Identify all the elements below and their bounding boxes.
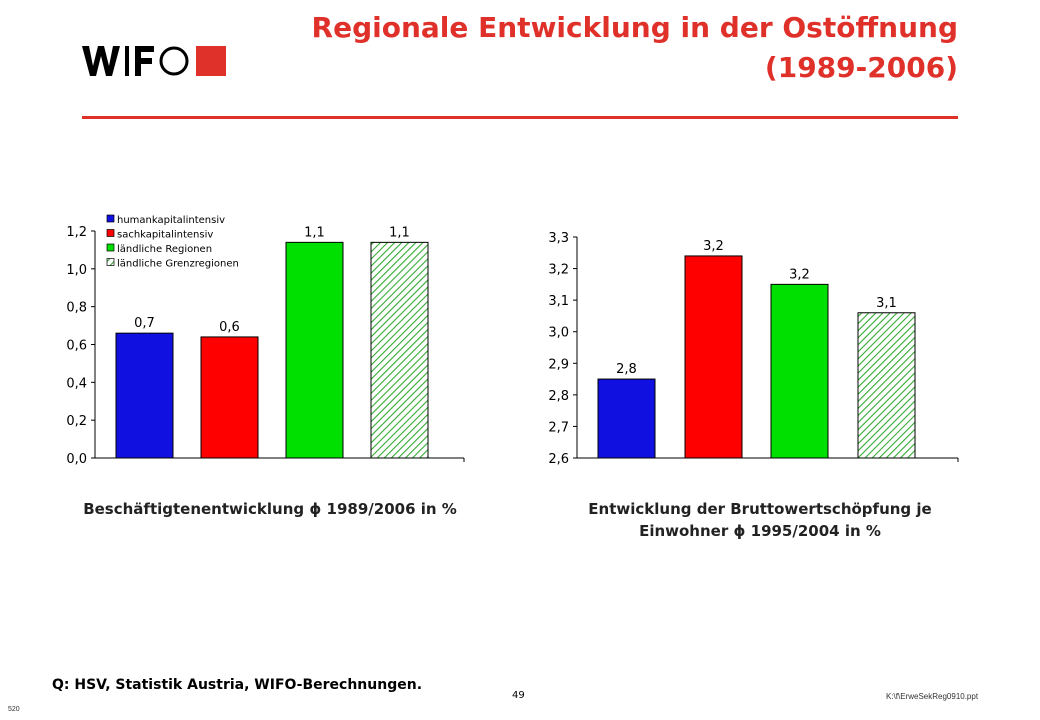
bar-1 bbox=[115, 332, 174, 459]
data-label-2: 3,2 bbox=[703, 239, 724, 254]
y-tick-label: 2,7 bbox=[548, 420, 569, 435]
title-line-1: Regionale Entwicklung in der Ostöffnung bbox=[311, 11, 958, 44]
y-tick-label: 3,0 bbox=[548, 326, 569, 341]
y-tick-label: 3,1 bbox=[548, 294, 569, 309]
y-tick-label: 2,6 bbox=[548, 452, 569, 467]
logo-red-square bbox=[196, 46, 226, 76]
chart2-caption: Entwicklung der Bruttowertschöpfung je E… bbox=[540, 498, 980, 542]
legend-swatch-2 bbox=[106, 229, 115, 237]
bar-2 bbox=[684, 255, 743, 459]
y-tick-label: 0,8 bbox=[66, 301, 87, 316]
bar-2 bbox=[200, 336, 259, 459]
chart2-caption-line-1: Entwicklung der Bruttowertschöpfung je bbox=[588, 500, 932, 518]
logo-letters bbox=[82, 46, 189, 76]
data-label-2: 0,6 bbox=[219, 320, 240, 335]
data-label-1: 0,7 bbox=[134, 316, 155, 331]
bar-4 bbox=[370, 241, 429, 459]
legend-label-2: sachkapitalintensiv bbox=[117, 230, 213, 241]
data-label-4: 3,1 bbox=[876, 296, 897, 311]
file-reference: K:\f\ErweSekReg0910.ppt bbox=[886, 692, 979, 701]
bar-3 bbox=[285, 241, 344, 459]
bar-1 bbox=[597, 378, 656, 459]
data-label-3: 3,2 bbox=[789, 267, 810, 282]
y-tick-label: 3,3 bbox=[548, 231, 569, 246]
legend-label-4: ländliche Grenzregionen bbox=[117, 259, 239, 270]
y-tick-label: 0,4 bbox=[66, 376, 87, 391]
legend-swatch-4 bbox=[106, 258, 115, 266]
legend-swatch-1 bbox=[106, 214, 115, 223]
y-tick-label: 1,2 bbox=[66, 225, 87, 240]
bar-3 bbox=[770, 283, 829, 459]
bar-4 bbox=[857, 312, 916, 459]
y-tick-label: 0,6 bbox=[66, 339, 87, 354]
title-line-2: (1989-2006) bbox=[764, 51, 958, 84]
legend-swatch-3 bbox=[106, 243, 115, 252]
y-tick-label: 0,0 bbox=[66, 452, 87, 467]
chart2-caption-line-2: Einwohner ɸ 1995/2004 in % bbox=[639, 522, 881, 540]
y-tick-label: 1,0 bbox=[66, 263, 87, 278]
y-tick-label: 2,8 bbox=[548, 389, 569, 404]
legend-label-1: humankapitalintensiv bbox=[117, 215, 225, 226]
data-label-1: 2,8 bbox=[616, 362, 637, 377]
y-tick-label: 3,2 bbox=[548, 263, 569, 278]
source-note: Q: HSV, Statistik Austria, WIFO-Berechnu… bbox=[52, 677, 423, 693]
slide-id: 520 bbox=[8, 706, 20, 713]
chart1-caption: Beschäftigtenentwicklung ɸ 1989/2006 in … bbox=[40, 498, 500, 520]
page-title: Regionale Entwicklung in der Ostöffnung … bbox=[258, 8, 958, 88]
chart1-caption-text: Beschäftigtenentwicklung ɸ 1989/2006 in … bbox=[83, 500, 457, 518]
title-underline bbox=[82, 116, 958, 119]
page-number: 49 bbox=[512, 690, 525, 701]
legend-label-3: ländliche Regionen bbox=[117, 244, 212, 255]
data-label-3: 1,1 bbox=[304, 225, 325, 240]
y-tick-label: 0,2 bbox=[66, 414, 87, 429]
wifo-logo bbox=[82, 46, 226, 76]
data-label-4: 1,1 bbox=[389, 225, 410, 240]
y-tick-label: 2,9 bbox=[548, 357, 569, 372]
